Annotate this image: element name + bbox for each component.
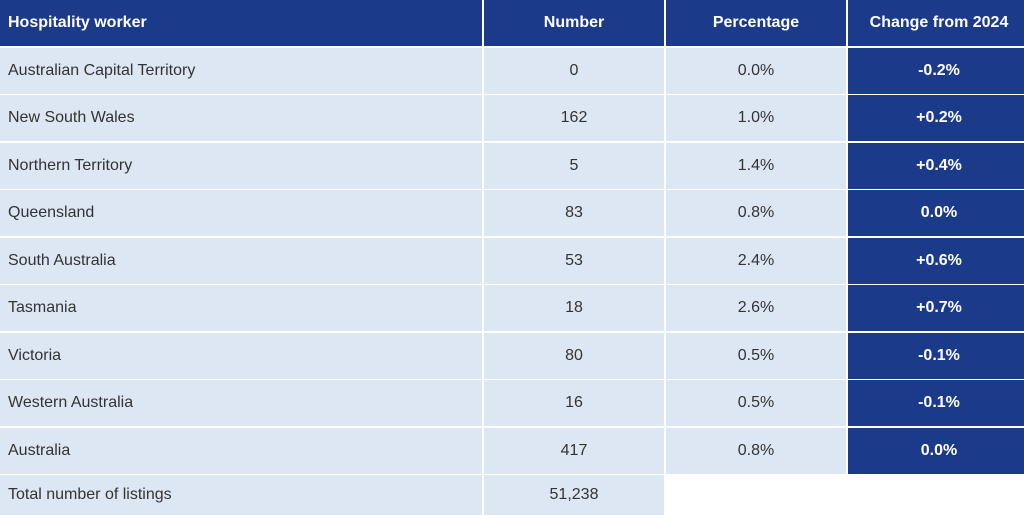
row-number: 80: [484, 332, 664, 379]
header-change: Change from 2024: [848, 0, 1024, 46]
row-number: 5: [484, 142, 664, 189]
row-percentage: 2.4%: [666, 237, 846, 284]
row-change: -0.1%: [848, 332, 1024, 379]
row-change: +0.2%: [848, 95, 1024, 141]
row-number: 417: [484, 427, 664, 474]
row-number: 18: [484, 285, 664, 331]
row-region: Australia: [0, 427, 482, 474]
row-percentage: 0.5%: [666, 332, 846, 379]
row-change: +0.6%: [848, 237, 1024, 284]
row-region: Tasmania: [0, 285, 482, 331]
row-number: 53: [484, 237, 664, 284]
row-region: Australian Capital Territory: [0, 47, 482, 94]
row-percentage: 0.8%: [666, 427, 846, 474]
row-change: -0.2%: [848, 47, 1024, 94]
row-percentage: 2.6%: [666, 285, 846, 331]
row-region: Northern Territory: [0, 142, 482, 189]
row-region: Queensland: [0, 190, 482, 236]
total-blank-cell: [666, 475, 846, 515]
total-label: Total number of listings: [0, 475, 482, 515]
row-region: Victoria: [0, 332, 482, 379]
row-number: 162: [484, 95, 664, 141]
row-percentage: 0.5%: [666, 380, 846, 426]
total-number: 51,238: [484, 475, 664, 515]
total-blank-cell: [848, 475, 1024, 515]
row-region: New South Wales: [0, 95, 482, 141]
row-region: Western Australia: [0, 380, 482, 426]
row-percentage: 1.4%: [666, 142, 846, 189]
header-number: Number: [484, 0, 664, 46]
row-change: +0.4%: [848, 142, 1024, 189]
row-change: -0.1%: [848, 380, 1024, 426]
row-number: 0: [484, 47, 664, 94]
row-region: South Australia: [0, 237, 482, 284]
row-change: 0.0%: [848, 427, 1024, 474]
row-change: 0.0%: [848, 190, 1024, 236]
row-number: 83: [484, 190, 664, 236]
row-percentage: 0.0%: [666, 47, 846, 94]
header-percentage: Percentage: [666, 0, 846, 46]
row-percentage: 0.8%: [666, 190, 846, 236]
row-percentage: 1.0%: [666, 95, 846, 141]
header-hospitality-worker: Hospitality worker: [0, 0, 482, 46]
row-number: 16: [484, 380, 664, 426]
row-change: +0.7%: [848, 285, 1024, 331]
